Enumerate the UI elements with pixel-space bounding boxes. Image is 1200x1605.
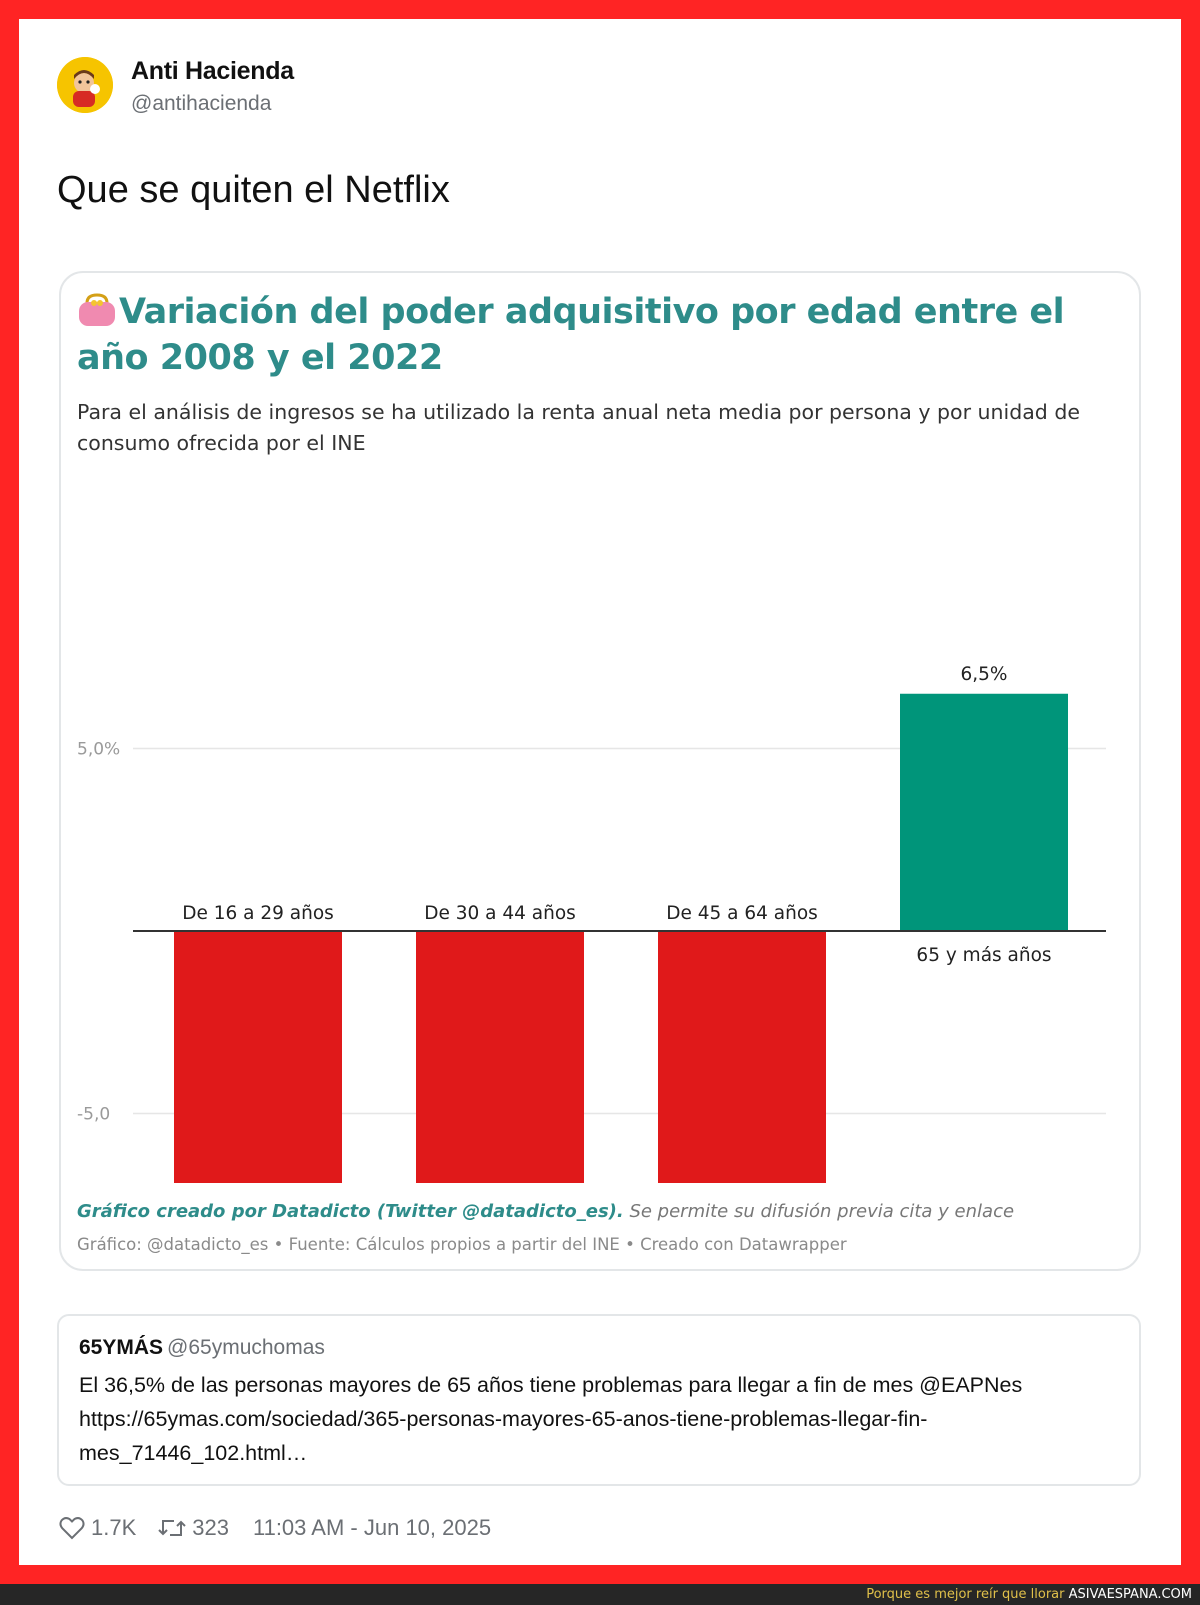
category-label: 65 y más años xyxy=(916,945,1051,966)
bar xyxy=(174,931,342,1183)
quote-author-handle[interactable]: @65ymuchomas xyxy=(167,1336,325,1359)
heart-icon xyxy=(59,1517,85,1540)
chart-credit-rest: Se permite su difusión previa cita y enl… xyxy=(623,1201,1015,1222)
bar xyxy=(900,693,1068,931)
chart-credit-strong: Gráfico creado por Datadicto (Twitter @d… xyxy=(77,1201,624,1222)
tweet-card: Anti Hacienda @antihacienda Que se quite… xyxy=(19,19,1181,1565)
chart-source: Gráfico: @datadicto_es • Fuente: Cálculo… xyxy=(77,1235,847,1254)
tweet-actions: 1.7K 323 11:03 AM - Jun 10, 2025 xyxy=(59,1515,491,1541)
like-button[interactable]: 1.7K xyxy=(59,1515,136,1541)
category-label: De 45 a 64 años xyxy=(666,903,818,924)
bar xyxy=(658,931,826,1183)
chart-credit: Gráfico creado por Datadicto (Twitter @d… xyxy=(77,1201,1014,1222)
bar-chart: 5,0%-5,0-10,0De 16 a 29 años-11,2%De 30 … xyxy=(77,664,1106,1183)
site-footer: Porque es mejor reír que llorar ASIVAESP… xyxy=(0,1584,1200,1605)
value-label: 6,5% xyxy=(961,664,1008,685)
footer-tagline: Porque es mejor reír que llorar xyxy=(866,1587,1065,1602)
quote-text: El 36,5% de las personas mayores de 65 a… xyxy=(79,1373,1023,1465)
quote-header: 65YMÁS @65ymuchomas xyxy=(79,1336,325,1360)
avatar-icon[interactable] xyxy=(57,57,113,113)
quoted-tweet[interactable]: 65YMÁS @65ymuchomas El 36,5% de las perso… xyxy=(57,1314,1141,1486)
retweet-icon xyxy=(158,1520,186,1536)
chart-title: Variación del poder adquisitivo por edad… xyxy=(77,289,1137,381)
chart-title-text: Variación del poder adquisitivo por edad… xyxy=(77,292,1065,378)
like-count: 1.7K xyxy=(91,1515,137,1540)
author-handle[interactable]: @antihacienda xyxy=(131,92,272,115)
retweet-count: 323 xyxy=(192,1515,229,1540)
y-tick-label: -5,0 xyxy=(77,1105,110,1125)
timestamp[interactable]: 11:03 AM - Jun 10, 2025 xyxy=(252,1515,492,1540)
retweet-button[interactable]: 323 xyxy=(158,1515,229,1541)
tweet-text: Que se quiten el Netflix xyxy=(57,169,450,211)
y-tick-label: 5,0% xyxy=(77,740,120,760)
chart-subtitle: Para el análisis de ingresos se ha utili… xyxy=(77,400,1080,455)
bar xyxy=(416,931,584,1183)
purse-icon xyxy=(77,293,117,327)
footer-site[interactable]: ASIVAESPANA.COM xyxy=(1068,1587,1192,1602)
quote-author-name[interactable]: 65YMÁS xyxy=(79,1336,164,1359)
author-name[interactable]: Anti Hacienda xyxy=(131,57,294,85)
chart-image-card[interactable]: Variación del poder adquisitivo por edad… xyxy=(59,271,1141,1271)
category-label: De 30 a 44 años xyxy=(424,903,576,924)
category-label: De 16 a 29 años xyxy=(182,903,334,924)
